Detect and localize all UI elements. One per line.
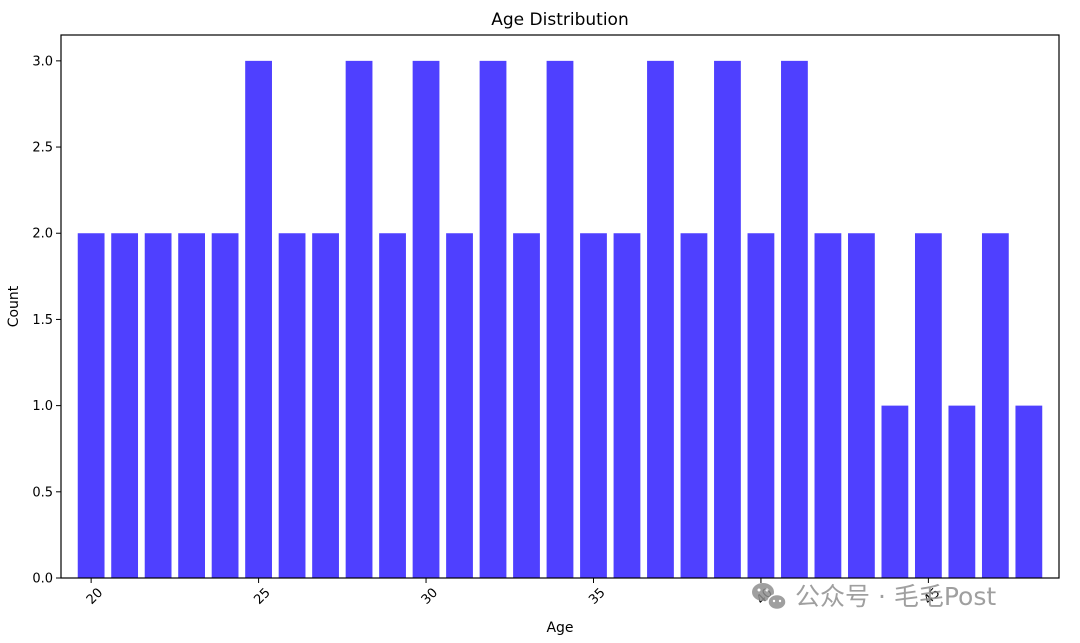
bar-age-31	[446, 233, 473, 579]
bar-age-32	[479, 60, 507, 579]
y-tick-label: 0.5	[32, 485, 53, 500]
bar-age-41	[781, 60, 808, 579]
bar-age-37	[647, 60, 674, 579]
bar-age-21	[111, 233, 139, 579]
y-tick-label: 2.5	[32, 141, 53, 156]
bar-age-33	[513, 233, 540, 579]
y-tick-label: 3.0	[32, 54, 53, 69]
bar-age-44	[881, 405, 909, 578]
bar-age-20	[77, 233, 105, 579]
y-tick-label: 2.0	[32, 227, 53, 242]
bar-age-29	[379, 233, 406, 579]
bar-age-27	[312, 233, 339, 579]
bar-age-42	[814, 233, 842, 579]
bar-age-43	[848, 233, 875, 579]
wechat-icon	[752, 583, 787, 611]
bar-age-39	[714, 60, 741, 579]
bar-age-48	[1015, 405, 1043, 578]
plot-frame	[60, 34, 1060, 579]
chart-title: Age Distribution	[491, 10, 628, 30]
bar-age-28	[345, 60, 373, 579]
y-tick-label: 0.0	[32, 572, 53, 587]
y-axis-label: Count	[6, 285, 22, 327]
bar-age-30	[412, 60, 440, 579]
bar-age-26	[278, 233, 306, 579]
bar-age-36	[613, 233, 641, 579]
bar-age-25	[245, 60, 272, 579]
bar-age-46	[948, 405, 976, 578]
bars-group	[77, 60, 1043, 579]
bar-age-45	[914, 233, 942, 579]
bar-age-35	[580, 233, 607, 579]
bar-age-23	[178, 233, 205, 579]
y-tick-label: 1.0	[32, 399, 53, 414]
y-tick-label: 1.5	[32, 313, 53, 328]
watermark: 公众号 · 毛毛Post	[752, 582, 996, 611]
bar-age-34	[546, 60, 574, 579]
bar-age-40	[747, 233, 775, 579]
bar-age-22	[144, 233, 172, 579]
watermark-text: 公众号 · 毛毛Post	[795, 582, 996, 611]
bar-age-47	[981, 233, 1009, 579]
bar-age-24	[211, 233, 239, 579]
bar-age-38	[680, 233, 708, 579]
x-axis-label: Age	[546, 620, 573, 636]
